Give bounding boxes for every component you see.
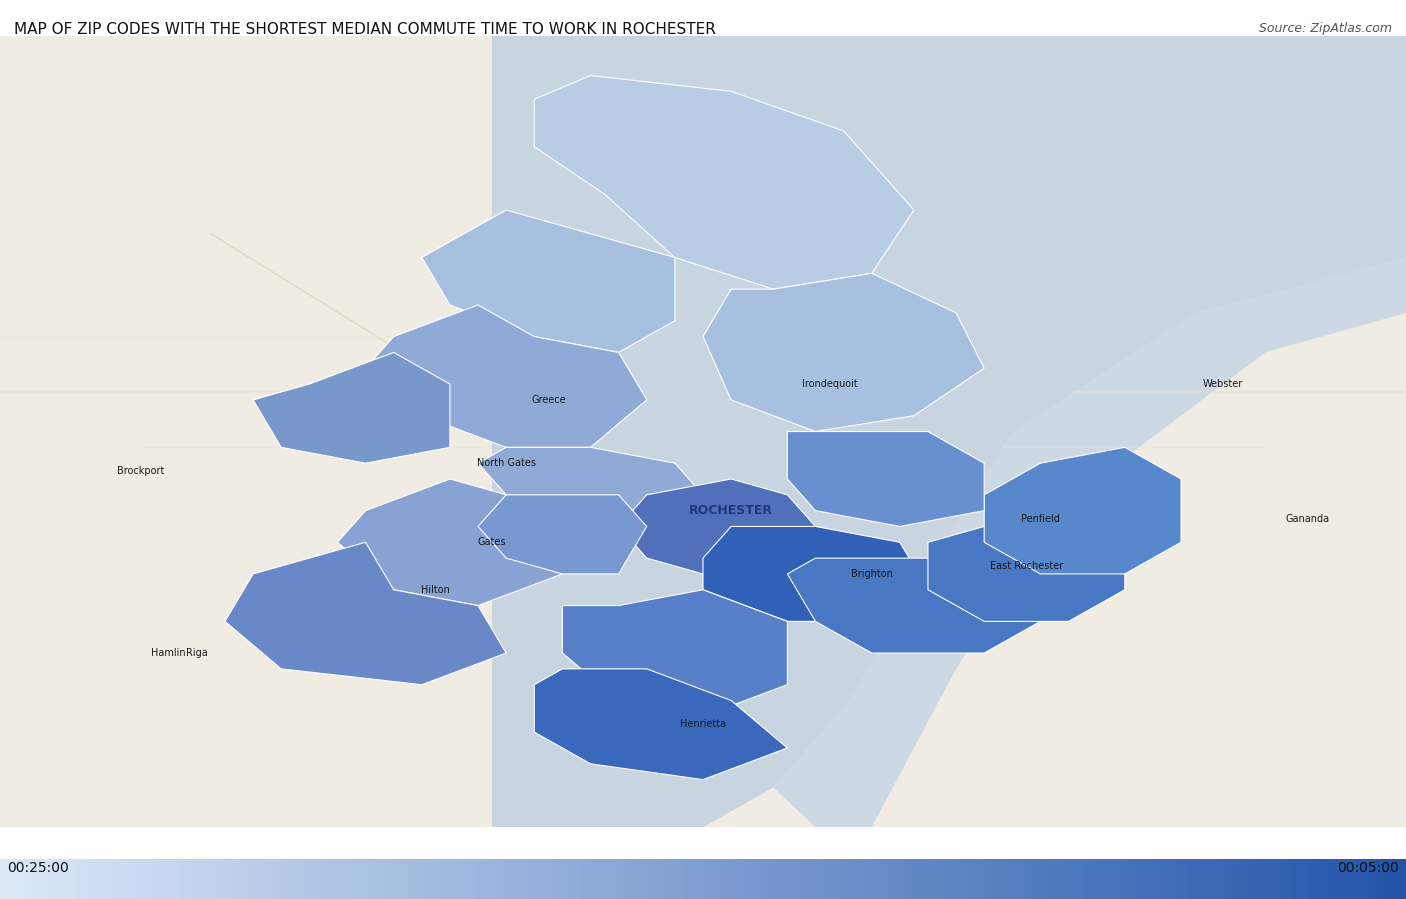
Text: 00:05:00: 00:05:00	[1337, 860, 1399, 875]
Polygon shape	[562, 590, 787, 717]
Text: Greece: Greece	[531, 395, 565, 405]
Polygon shape	[773, 36, 1406, 827]
Polygon shape	[478, 448, 703, 527]
Text: Henrietta: Henrietta	[681, 719, 725, 729]
Polygon shape	[928, 511, 1125, 621]
Polygon shape	[492, 36, 1406, 827]
Text: Irondequoit: Irondequoit	[801, 379, 858, 389]
Polygon shape	[787, 432, 984, 527]
Polygon shape	[0, 36, 1406, 827]
Text: 00:25:00: 00:25:00	[7, 860, 69, 875]
Text: Hilton: Hilton	[422, 584, 450, 595]
Polygon shape	[422, 210, 675, 352]
Text: Source: ZipAtlas.com: Source: ZipAtlas.com	[1258, 22, 1392, 35]
Polygon shape	[703, 527, 928, 621]
Polygon shape	[984, 448, 1181, 574]
Text: Hamlin: Hamlin	[152, 648, 186, 658]
Text: Brockport: Brockport	[117, 466, 165, 476]
Text: Brighton: Brighton	[851, 569, 893, 579]
Polygon shape	[366, 305, 647, 448]
Polygon shape	[534, 76, 914, 289]
Polygon shape	[534, 669, 787, 779]
Text: North Gates: North Gates	[477, 458, 536, 468]
Polygon shape	[478, 494, 647, 574]
Text: East Rochester: East Rochester	[990, 561, 1063, 571]
Text: Gates: Gates	[478, 538, 506, 547]
Polygon shape	[253, 352, 450, 463]
Text: Riga: Riga	[186, 648, 208, 658]
Text: Penfield: Penfield	[1021, 513, 1060, 523]
Text: MAP OF ZIP CODES WITH THE SHORTEST MEDIAN COMMUTE TIME TO WORK IN ROCHESTER: MAP OF ZIP CODES WITH THE SHORTEST MEDIA…	[14, 22, 716, 38]
Polygon shape	[703, 273, 984, 432]
Text: Webster: Webster	[1204, 379, 1243, 389]
Text: Gananda: Gananda	[1285, 513, 1330, 523]
Polygon shape	[337, 479, 562, 606]
Polygon shape	[619, 479, 815, 574]
Text: ROCHESTER: ROCHESTER	[689, 504, 773, 517]
Polygon shape	[225, 542, 506, 685]
Polygon shape	[787, 558, 1040, 653]
